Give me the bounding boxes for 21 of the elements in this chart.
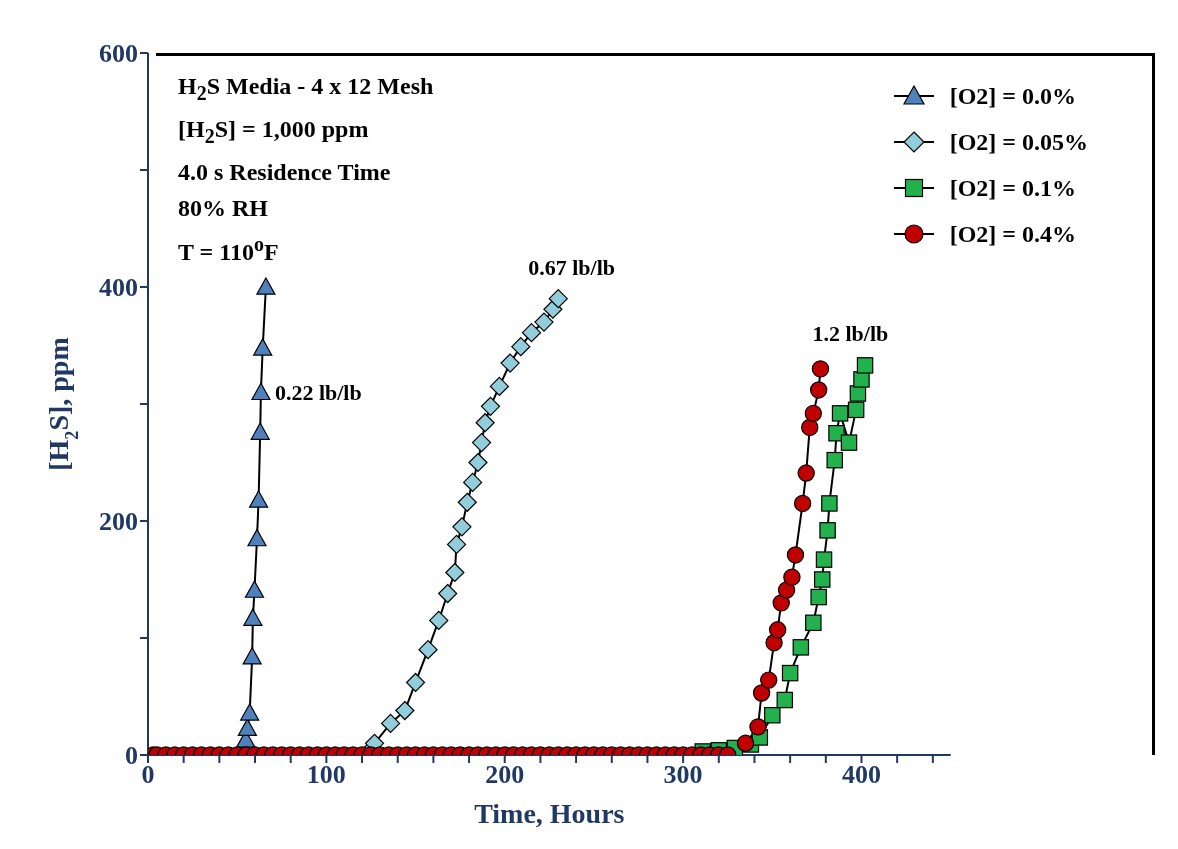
x-tick-label: 100 bbox=[306, 760, 346, 790]
annotation: H$_{2}$S Media - 4 x 12 Mesh bbox=[178, 72, 434, 106]
annotation: 0.67 lb/lb bbox=[528, 254, 616, 280]
legend-label: [O2] = 0.05% bbox=[949, 128, 1088, 156]
annotation: [H$_{2}$S] = 1,000 ppm bbox=[178, 114, 370, 149]
annotation: 0.22 lb/lb bbox=[274, 380, 362, 406]
y-tick-label: 200 bbox=[99, 507, 138, 537]
y-tick-label: 400 bbox=[99, 273, 138, 303]
x-axis-title: Time, Hours bbox=[474, 798, 625, 829]
x-tick-label: 400 bbox=[841, 760, 881, 790]
x-tick-label: 300 bbox=[663, 760, 703, 790]
annotation: 4.0 s Residence Time bbox=[178, 157, 392, 187]
legend-label: [O2] = 0.1% bbox=[949, 174, 1076, 202]
y-tick-label: 0 bbox=[125, 741, 138, 771]
legend-label: [O2] = 0.0% bbox=[949, 82, 1076, 110]
annotation: T = 110$^{o}$F bbox=[178, 231, 280, 267]
y-tick-label: 600 bbox=[99, 39, 138, 69]
annotation: 1.2 lb/lb bbox=[812, 320, 889, 346]
legend-label: [O2] = 0.4% bbox=[949, 220, 1076, 248]
x-tick-label: 200 bbox=[485, 760, 525, 790]
annotation: 80% RH bbox=[178, 193, 269, 223]
